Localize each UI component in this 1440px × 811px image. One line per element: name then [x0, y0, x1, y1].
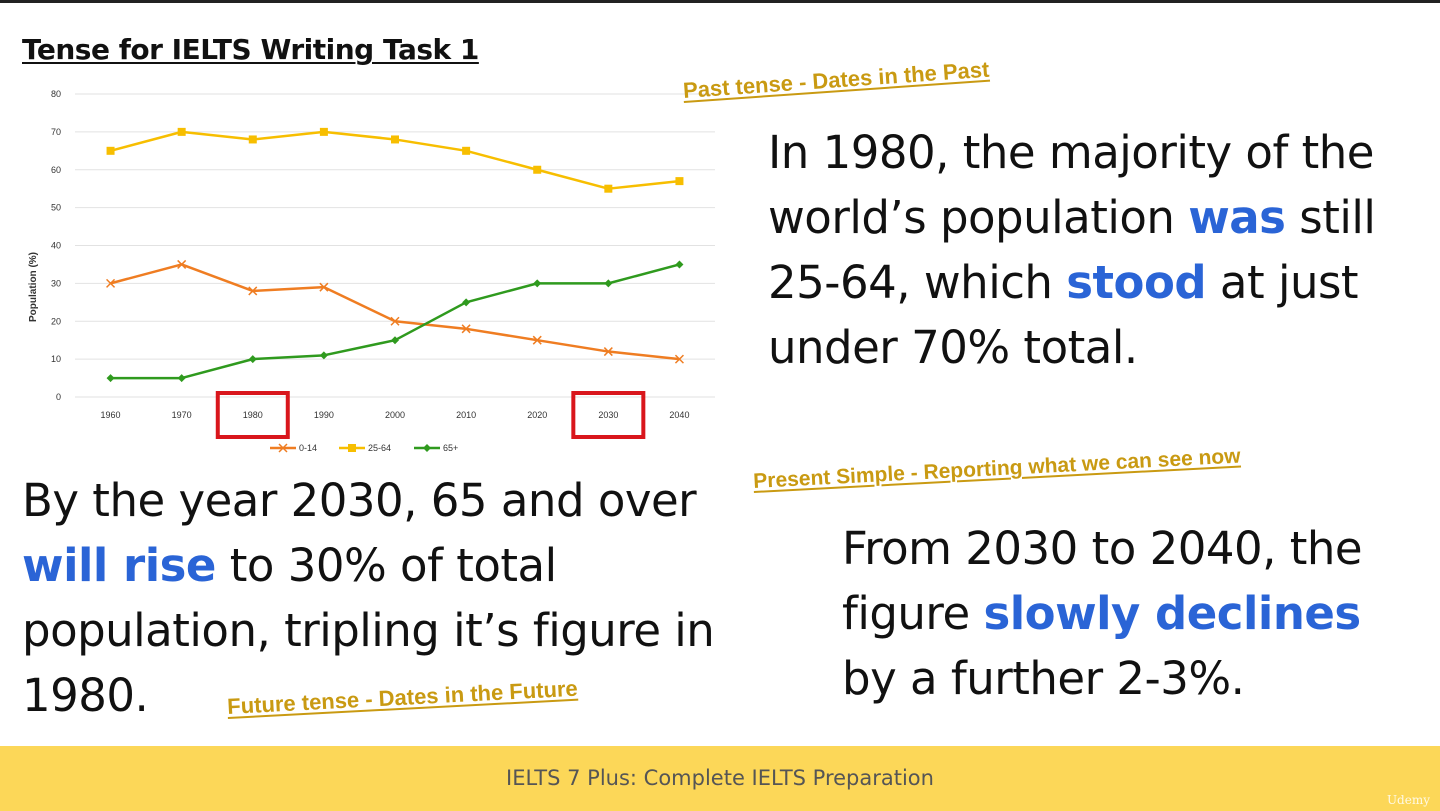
course-title: IELTS 7 Plus: Complete IELTS Preparation	[506, 766, 934, 790]
chart-y-ticks: 0 10 20 30 40 50 60 70 80	[51, 89, 61, 402]
series-0-14	[106, 259, 684, 364]
series-line	[110, 263, 680, 361]
chart-y-axis-label: Population (%)	[28, 252, 39, 322]
paragraph-past-tense: In 1980, the majority of the world’s pop…	[768, 120, 1428, 380]
p1-text-a: In 1980, the majority of the world’s pop…	[768, 126, 1374, 244]
legend-label: 65+	[443, 443, 458, 453]
p1-highlight-stood: stood	[1066, 256, 1207, 309]
data-point	[391, 135, 399, 144]
data-point	[675, 260, 684, 269]
data-point	[177, 374, 186, 383]
y-tick-label: 20	[51, 316, 61, 326]
data-point	[278, 443, 288, 453]
legend-item: 65+	[414, 443, 458, 453]
legend-label: 25-64	[368, 443, 391, 453]
x-tick-label: 2040	[669, 410, 689, 420]
data-point	[533, 279, 542, 288]
annotation-present-simple: Present Simple - Reporting what we can s…	[752, 444, 1242, 494]
data-point	[348, 444, 356, 452]
data-point	[423, 444, 431, 452]
p3-text-a: From 2030 to 2040, the figure	[842, 522, 1363, 640]
x-tick-label: 1970	[172, 410, 192, 420]
paragraph-present-simple: From 2030 to 2040, the figure slowly dec…	[842, 516, 1422, 711]
p1-text-b: still 25-64, which	[768, 191, 1376, 309]
y-tick-label: 70	[51, 127, 61, 137]
footer-bar: IELTS 7 Plus: Complete IELTS Preparation…	[0, 746, 1440, 811]
x-tick-label: 2000	[385, 410, 405, 420]
x-tick-label: 1980	[243, 410, 263, 420]
udemy-watermark: Udemy	[1386, 793, 1430, 807]
y-tick-label: 30	[51, 278, 61, 288]
x-tick-label: 1960	[101, 410, 121, 420]
slide-title: Tense for IELTS Writing Task 1	[22, 33, 479, 66]
highlight-box	[571, 391, 646, 439]
data-point	[603, 347, 613, 357]
data-point	[462, 298, 471, 307]
legend-label: 0-14	[299, 443, 317, 453]
data-point	[461, 324, 471, 334]
y-tick-label: 60	[51, 165, 61, 175]
p2-text-b: to 30% of total population, tripling it’…	[22, 539, 715, 722]
data-point	[319, 351, 328, 360]
data-point	[106, 146, 115, 155]
data-point	[462, 146, 471, 155]
data-point	[248, 286, 258, 296]
p2-text-a: By the year 2030, 65 and over	[22, 474, 697, 527]
legend-item: 25-64	[339, 443, 391, 453]
p3-highlight-slowly-declines: slowly declines	[983, 587, 1361, 640]
top-border	[0, 0, 1440, 3]
p1-text-c: at just under 70% total.	[768, 256, 1359, 374]
highlight-box	[215, 391, 290, 439]
y-tick-label: 50	[51, 203, 61, 213]
x-tick-label: 2030	[598, 410, 618, 420]
y-tick-label: 40	[51, 241, 61, 251]
data-point	[106, 278, 116, 288]
annotation-past-tense: Past tense - Dates in the Past	[682, 56, 991, 104]
chart-legend: 0-14 25-64 65+	[270, 443, 458, 453]
x-tick-label: 2020	[527, 410, 547, 420]
chart-series	[106, 127, 684, 383]
data-point	[533, 165, 542, 174]
data-point	[106, 374, 115, 383]
chart-highlight-boxes	[215, 391, 646, 439]
data-point	[391, 336, 399, 345]
data-point	[532, 335, 542, 345]
y-tick-label: 80	[51, 89, 61, 99]
legend-item: 0-14	[270, 443, 317, 453]
chart-x-ticks: 1960 1970 1980 1990 2000 2010 2020 2030 2040	[101, 410, 690, 420]
paragraph-future-tense: By the year 2030, 65 and over will rise …	[22, 468, 722, 728]
x-tick-label: 2010	[456, 410, 476, 420]
data-point	[675, 177, 684, 186]
x-tick-label: 1990	[314, 410, 334, 420]
chart-gridlines	[75, 93, 715, 398]
data-point	[248, 355, 257, 364]
series-65+	[106, 260, 684, 383]
data-point	[177, 127, 186, 136]
data-point	[604, 184, 613, 193]
y-tick-label: 0	[56, 392, 61, 402]
p2-highlight-will-rise: will rise	[22, 539, 216, 592]
data-point	[319, 282, 329, 292]
data-point	[319, 127, 328, 136]
y-tick-label: 10	[51, 354, 61, 364]
series-25-64	[106, 127, 684, 193]
data-point	[177, 259, 187, 269]
p1-highlight-was: was	[1188, 191, 1286, 244]
data-point	[674, 354, 684, 364]
data-point	[248, 135, 257, 144]
data-point	[390, 316, 400, 326]
data-point	[604, 279, 613, 288]
p3-text-b: by a further 2-3%.	[842, 652, 1245, 705]
